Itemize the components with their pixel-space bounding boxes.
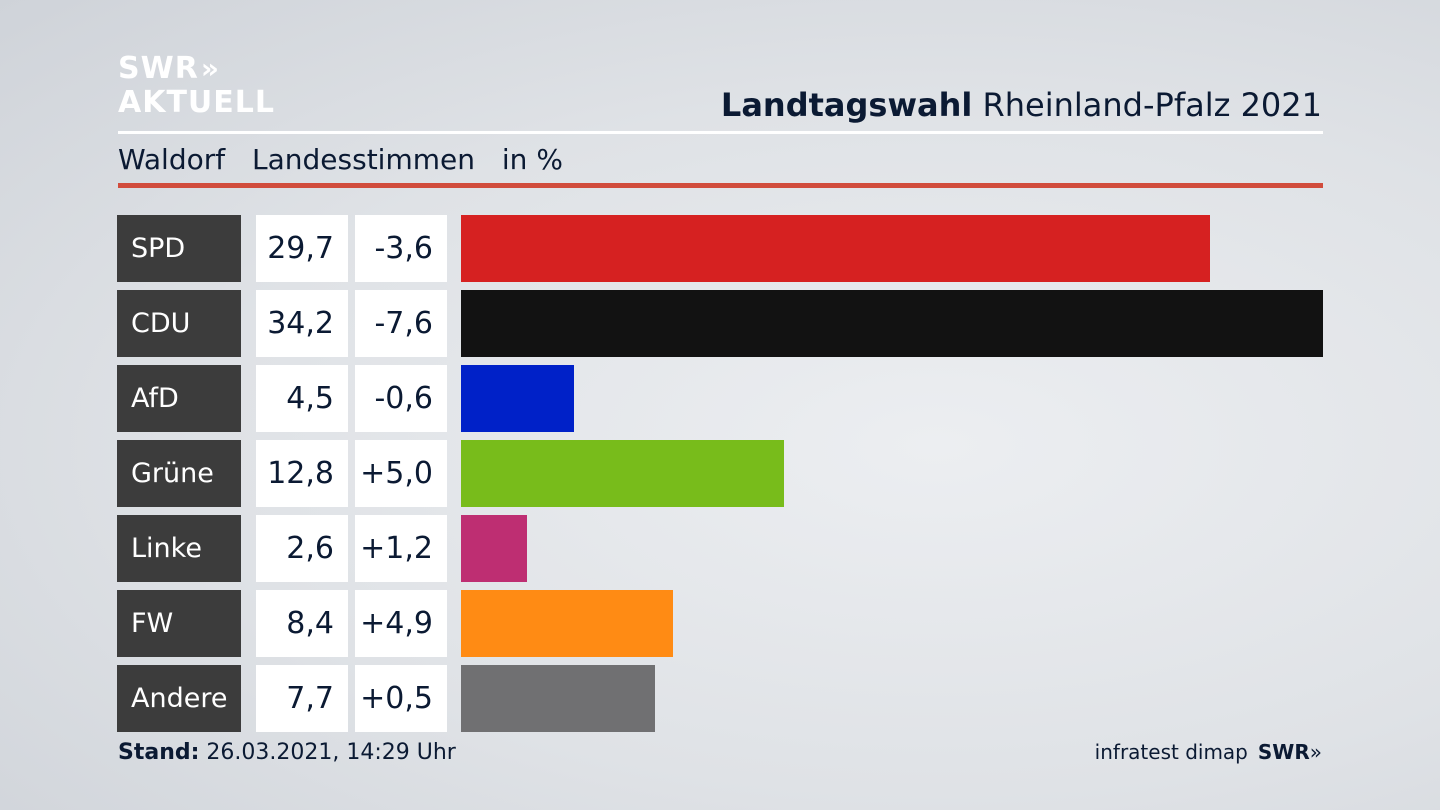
stand-value: 26.03.2021, 14:29 Uhr xyxy=(206,740,456,765)
value-label: 4,5 xyxy=(256,365,348,432)
title-bold: Landtagswahl xyxy=(720,86,973,124)
accent-divider xyxy=(118,183,1323,188)
bar-row: Linke 2,6 +1,2 xyxy=(117,515,1323,582)
value-label: 34,2 xyxy=(256,290,348,357)
value-label: 8,4 xyxy=(256,590,348,657)
bar-row: SPD 29,7 -3,6 xyxy=(117,215,1323,282)
bar xyxy=(461,215,1210,282)
party-label: SPD xyxy=(117,215,241,282)
source-label: infratest dimap xyxy=(1094,740,1248,764)
party-label: Andere xyxy=(117,665,241,732)
bar xyxy=(461,290,1323,357)
footer-stand: Stand: 26.03.2021, 14:29 Uhr xyxy=(118,740,456,765)
subheader: Waldorf Landesstimmen in % xyxy=(118,143,581,176)
diff-label: +4,9 xyxy=(355,590,447,657)
chart-title: Landtagswahl Rheinland-Pfalz 2021 xyxy=(721,86,1322,124)
bar xyxy=(461,590,673,657)
logo-chevron-icon: » xyxy=(200,52,220,85)
bar-row: Grüne 12,8 +5,0 xyxy=(117,440,1323,507)
party-label: FW xyxy=(117,590,241,657)
source-brand: SWR xyxy=(1257,740,1310,764)
bar xyxy=(461,665,655,732)
footer-source: infratest dimap SWR» xyxy=(1095,740,1322,764)
value-label: 7,7 xyxy=(256,665,348,732)
party-label: Linke xyxy=(117,515,241,582)
stand-label: Stand: xyxy=(118,740,200,765)
value-label: 2,6 xyxy=(256,515,348,582)
diff-label: -0,6 xyxy=(355,365,447,432)
unit-label: in % xyxy=(501,143,563,176)
party-label: AfD xyxy=(117,365,241,432)
party-label: CDU xyxy=(117,290,241,357)
source-chevron-icon: » xyxy=(1309,740,1322,764)
bar-row: AfD 4,5 -0,6 xyxy=(117,365,1323,432)
district-label: Waldorf xyxy=(118,143,226,176)
swr-aktuell-logo: SWR» AKTUELL xyxy=(118,54,275,118)
diff-label: +5,0 xyxy=(355,440,447,507)
bar-row: FW 8,4 +4,9 xyxy=(117,590,1323,657)
logo-line-1: SWR xyxy=(118,51,199,86)
bar-row: Andere 7,7 +0,5 xyxy=(117,665,1323,732)
bar xyxy=(461,515,527,582)
diff-label: +0,5 xyxy=(355,665,447,732)
logo-line-2: AKTUELL xyxy=(118,85,276,120)
bar xyxy=(461,440,784,507)
value-label: 29,7 xyxy=(256,215,348,282)
diff-label: +1,2 xyxy=(355,515,447,582)
title-rest: Rheinland-Pfalz 2021 xyxy=(982,86,1322,124)
diff-label: -3,6 xyxy=(355,215,447,282)
party-label: Grüne xyxy=(117,440,241,507)
value-label: 12,8 xyxy=(256,440,348,507)
diff-label: -7,6 xyxy=(355,290,447,357)
header-divider xyxy=(118,131,1323,134)
bar xyxy=(461,365,574,432)
vote-type-label: Landesstimmen xyxy=(252,143,475,176)
bar-row: CDU 34,2 -7,6 xyxy=(117,290,1323,357)
